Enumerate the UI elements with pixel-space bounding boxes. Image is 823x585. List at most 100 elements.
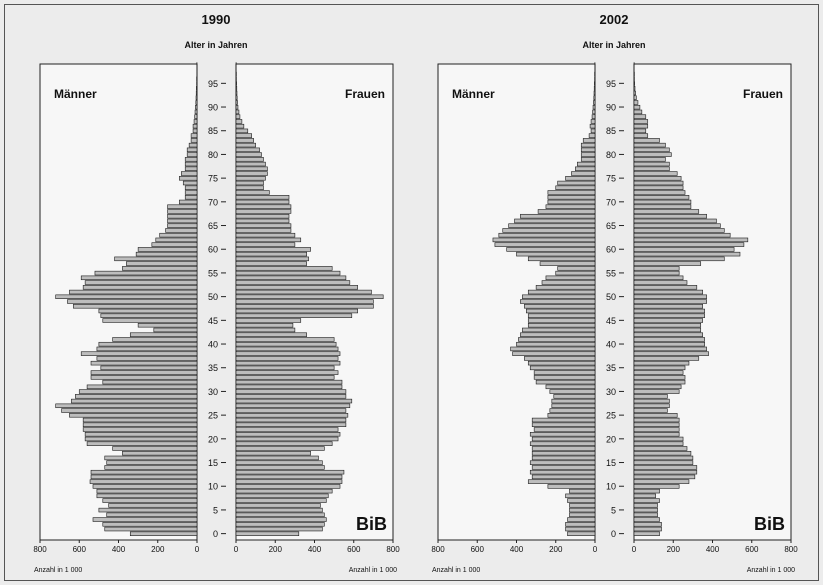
x-tick-label-male: 600 xyxy=(471,545,485,554)
bar-female-age-62 xyxy=(235,237,302,243)
bar-female-age-45 xyxy=(633,318,703,323)
bar-female-age-48 xyxy=(633,304,703,309)
bar-female-age-57 xyxy=(633,261,702,266)
bar-male-age-40 xyxy=(516,341,596,347)
bar-male-age-35 xyxy=(100,365,198,371)
age-tick-label: 60 xyxy=(208,245,218,255)
bar-male-age-35 xyxy=(529,365,596,371)
bar-male-age-67 xyxy=(167,213,198,219)
bar-male-age-94 xyxy=(593,86,596,91)
bar-female-age-10 xyxy=(633,484,680,489)
bar-male-age-13 xyxy=(90,469,198,475)
bar-female-age-74 xyxy=(633,180,684,186)
bar-female-age-53 xyxy=(235,280,351,285)
age-tick-label: 80 xyxy=(208,150,218,160)
bar-female-age-40 xyxy=(235,341,337,347)
bar-male-age-21 xyxy=(529,432,596,437)
bar-female-age-22 xyxy=(633,427,680,432)
bar-male-age-68 xyxy=(167,209,198,214)
age-tick-label: 45 xyxy=(208,316,218,326)
bar-male-age-38 xyxy=(512,351,596,356)
bar-male-age-89 xyxy=(592,109,596,115)
bar-male-age-69 xyxy=(167,204,198,209)
bar-male-age-36 xyxy=(90,360,198,366)
bar-female-age-2 xyxy=(633,522,662,527)
bar-male-age-81 xyxy=(580,147,596,153)
bar-male-age-22 xyxy=(82,427,198,432)
bar-female-age-38 xyxy=(235,351,341,356)
bar-male-age-85 xyxy=(192,128,198,134)
bar-male-age-56 xyxy=(557,266,596,271)
bar-female-age-39 xyxy=(633,346,707,352)
bar-male-age-41 xyxy=(518,337,596,342)
bar-male-age-65 xyxy=(508,223,596,228)
bar-male-age-38 xyxy=(80,351,198,356)
bar-female-age-50 xyxy=(633,294,707,299)
bar-female-age-79 xyxy=(235,157,264,162)
bar-female-age-51 xyxy=(633,289,703,295)
bar-female-age-55 xyxy=(633,270,680,276)
bar-female-age-73 xyxy=(235,185,264,190)
bar-male-age-7 xyxy=(102,498,198,503)
bar-female-age-81 xyxy=(633,147,670,153)
bar-female-age-87 xyxy=(633,119,649,124)
bar-male-age-11 xyxy=(527,479,596,484)
bar-female-age-64 xyxy=(235,228,292,233)
bar-male-age-79 xyxy=(184,157,198,162)
bar-male-age-48 xyxy=(524,304,596,309)
bar-female-age-91 xyxy=(633,100,639,105)
bar-male-age-45 xyxy=(102,318,198,323)
bar-male-age-29 xyxy=(553,394,596,399)
bar-male-age-79 xyxy=(580,157,596,162)
bar-male-age-31 xyxy=(545,384,596,390)
bar-male-age-91 xyxy=(195,100,198,105)
bar-male-age-82 xyxy=(188,142,198,148)
bar-male-age-86 xyxy=(192,123,198,129)
bar-male-age-86 xyxy=(589,123,596,129)
bar-female-age-9 xyxy=(633,488,660,494)
bar-male-age-83 xyxy=(190,138,198,143)
bar-female-age-46 xyxy=(633,313,705,318)
x-tick-label-male: 600 xyxy=(73,545,87,554)
bar-female-age-25 xyxy=(235,413,349,418)
bar-male-age-52 xyxy=(535,285,596,290)
x-tick-label-female: 600 xyxy=(745,545,759,554)
bar-female-age-18 xyxy=(633,446,688,451)
bar-female-age-42 xyxy=(235,332,307,337)
bar-male-age-77 xyxy=(184,166,198,172)
bar-male-age-12 xyxy=(531,474,596,480)
bar-male-age-16 xyxy=(104,455,198,461)
bar-male-age-37 xyxy=(524,356,596,361)
age-tick-label: 25 xyxy=(606,411,616,421)
bar-female-age-30 xyxy=(235,389,347,394)
bar-female-age-54 xyxy=(633,275,684,281)
bar-female-age-4 xyxy=(633,512,658,518)
bar-female-age-23 xyxy=(235,422,347,427)
age-tick-label: 5 xyxy=(611,505,616,515)
bar-female-age-31 xyxy=(633,384,682,390)
age-tick-label: 30 xyxy=(208,387,218,397)
bar-female-age-27 xyxy=(235,403,351,409)
bar-female-age-7 xyxy=(633,498,660,503)
age-tick-label: 65 xyxy=(208,221,218,231)
bar-female-age-44 xyxy=(633,322,702,328)
bar-male-age-73 xyxy=(184,185,198,190)
x-tick-label-female: 600 xyxy=(347,545,361,554)
bar-male-age-5 xyxy=(569,507,596,513)
bar-male-age-80 xyxy=(186,152,198,157)
bar-female-age-87 xyxy=(235,119,243,124)
bar-male-age-93 xyxy=(593,90,596,96)
bar-female-age-48 xyxy=(235,304,374,309)
chart-title: 1990 xyxy=(202,12,231,27)
bar-male-age-26 xyxy=(61,408,198,413)
bar-male-age-72 xyxy=(547,190,596,195)
bar-male-age-37 xyxy=(96,356,198,361)
bar-female-age-58 xyxy=(235,256,309,262)
bar-female-age-47 xyxy=(235,308,358,314)
bar-male-age-20 xyxy=(84,436,198,442)
bar-male-age-18 xyxy=(531,446,596,451)
bar-female-age-6 xyxy=(633,503,658,508)
bar-female-age-76 xyxy=(633,171,678,176)
age-tick-label: 40 xyxy=(606,340,616,350)
bar-male-age-43 xyxy=(153,327,198,333)
